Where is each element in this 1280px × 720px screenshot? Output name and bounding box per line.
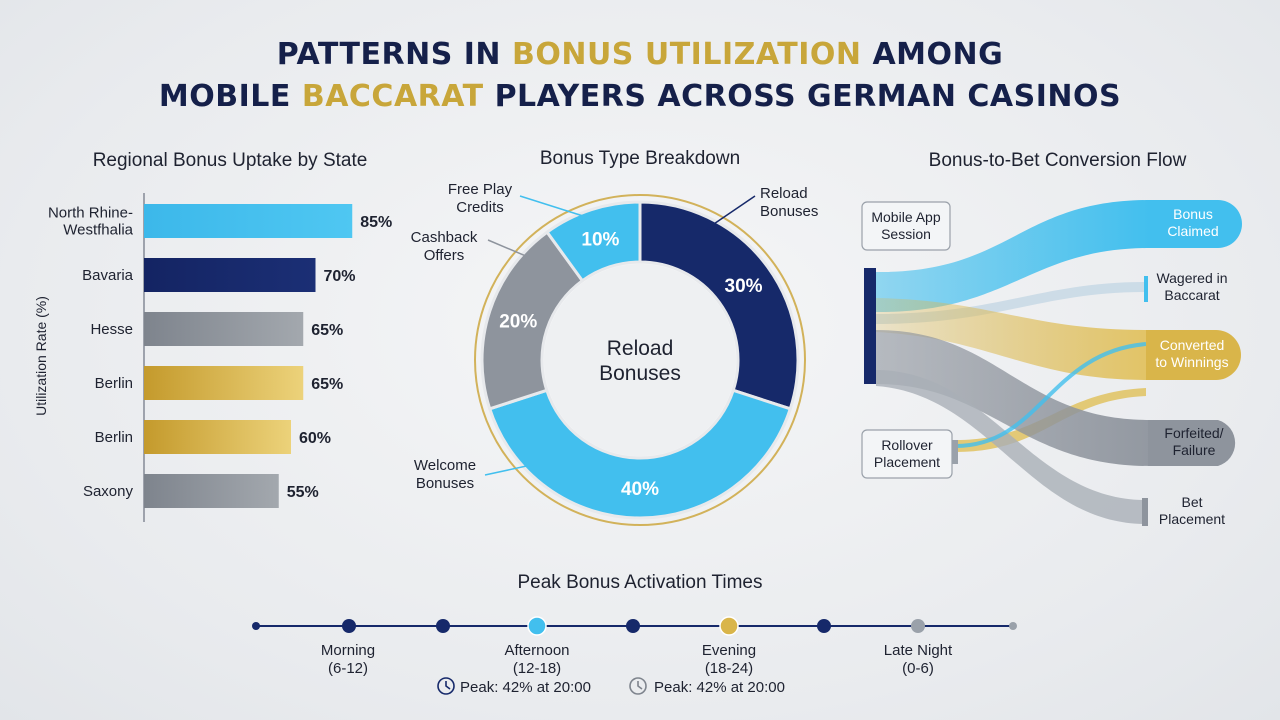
target-label: Forfeited/Failure (1164, 425, 1223, 458)
flow-to-bonus-claimed (876, 200, 1150, 312)
donut-leader-line (484, 461, 546, 476)
bar-value-label: 55% (287, 484, 319, 501)
donut-gold-ring (474, 194, 806, 526)
sankey-source-box (861, 201, 951, 251)
bar-category-label: Berlin (95, 375, 133, 392)
timeline-marker (436, 619, 450, 633)
sankey-title: Bonus-to-Bet Conversion Flow (928, 150, 1187, 171)
clock-icon-hands (445, 681, 451, 690)
flow-to-bet-placement (876, 370, 1146, 524)
title-line-1: PATTERNS IN BONUS UTILIZATION AMONG (0, 34, 1280, 76)
timeline-marker (817, 619, 831, 633)
timeline-marker (342, 619, 356, 633)
donut-slice-3 (545, 200, 642, 283)
target-label: Wagered in Baccarat (1156, 270, 1227, 303)
peak-note: Peak: 42% at 20:00 (654, 679, 785, 696)
bar-category-label: North Rhine-Westfhalia (48, 205, 134, 239)
bar-value-label: 65% (311, 376, 343, 393)
title-segment: MOBILE (158, 79, 302, 114)
target-label: Bet Placement (1159, 494, 1225, 527)
donut-slice-label: Cashback Offers (411, 229, 478, 264)
donut-center-label: Reload Bonuses (599, 337, 681, 385)
title-segment: BACCARAT (301, 79, 484, 114)
title-segment: PLAYERS ACROSS GERMAN CASINOS (483, 79, 1122, 114)
page-title: PATTERNS IN BONUS UTILIZATION AMONG MOBI… (0, 34, 1280, 118)
target-label: Converted to Winnings (1155, 337, 1228, 370)
clock-icon (437, 677, 455, 695)
donut-slice-label: Reload Bonuses (760, 185, 818, 220)
title-segment: BONUS UTILIZATION (511, 37, 862, 72)
bar-category-label: Hesse (90, 321, 133, 338)
timeline-period-label: Morning (6-12) (321, 642, 375, 677)
timeline-period-label: Late Night (0-6) (884, 642, 953, 677)
flow-to-forfeited (876, 330, 1150, 466)
target-node-forfeited (1148, 420, 1236, 466)
donut-hole (544, 264, 736, 456)
rollover-connector (952, 440, 958, 464)
donut-leader-line (487, 239, 541, 263)
target-node-bet-placement (1142, 498, 1148, 526)
bar-category-label: Bavaria (82, 267, 134, 284)
sankey-source-label: Mobile App Session (871, 209, 940, 242)
donut-value-label: 20% (499, 311, 537, 332)
bar-value-label: 70% (324, 268, 356, 285)
target-label: Bonus Claimed (1167, 206, 1218, 239)
timeline-marker (911, 619, 925, 633)
sankey-source-label: Rollover Placement (874, 437, 940, 470)
bar-0 (144, 204, 353, 238)
donut-leader-line (519, 195, 603, 223)
bar-value-label: 65% (311, 322, 343, 339)
donut-slice-label: Welcome Bonuses (414, 457, 476, 492)
bar-chart-title: Regional Bonus Uptake by State (92, 150, 368, 171)
timeline-endpoint (252, 622, 260, 630)
donut-leader-line (704, 195, 756, 231)
bar-category-label: Berlin (95, 429, 133, 446)
bar-value-label: 85% (360, 214, 392, 231)
bar-2 (144, 312, 304, 346)
timeline-title: Peak Bonus Activation Times (517, 572, 763, 593)
flow-rollover-to-wagered (955, 342, 1147, 448)
target-node-bonus-claimed (1148, 200, 1242, 248)
bar-1 (144, 258, 316, 292)
clock-icon (629, 677, 647, 695)
bar-category-label: Saxony (83, 483, 134, 500)
y-axis-label: Utilization Rate (%) (33, 296, 49, 416)
title-segment: AMONG (861, 37, 1004, 72)
bar-5 (144, 474, 279, 508)
peak-note: Peak: 42% at 20:00 (460, 679, 591, 696)
clock-icon-hands (637, 681, 643, 690)
sankey-source-bar (864, 268, 876, 384)
target-node-wagered (1144, 276, 1148, 302)
timeline-period-label: Afternoon (12-18) (504, 642, 569, 677)
donut-value-label: 10% (581, 229, 619, 250)
title-line-2: MOBILE BACCARAT PLAYERS ACROSS GERMAN CA… (0, 76, 1280, 118)
donut-slice-1 (487, 388, 793, 520)
donut-value-label: 40% (621, 479, 659, 500)
donut-slice-label: Free Play Credits (448, 181, 513, 216)
title-segment: PATTERNS IN (276, 37, 512, 72)
donut-chart-title: Bonus Type Breakdown (539, 148, 741, 169)
bar-value-label: 60% (299, 430, 331, 447)
bar-4 (144, 420, 291, 454)
timeline-period-label: Evening (18-24) (702, 642, 756, 677)
timeline-marker (626, 619, 640, 633)
bar-3 (144, 366, 304, 400)
timeline-marker (527, 616, 547, 636)
flow-to-converted (876, 298, 1146, 380)
donut-slice-0 (638, 200, 800, 411)
timeline-endpoint (1009, 622, 1017, 630)
target-node-converted (1146, 330, 1241, 380)
donut-value-label: 30% (725, 276, 763, 297)
timeline-marker (719, 616, 739, 636)
